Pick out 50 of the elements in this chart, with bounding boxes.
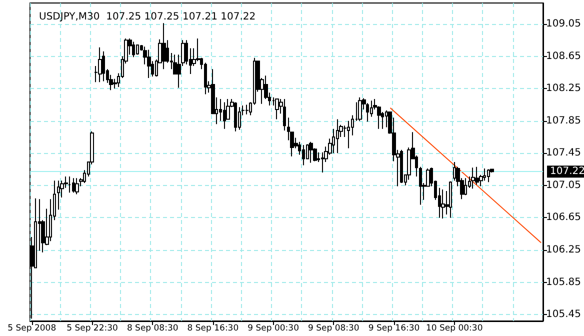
candlestick [245, 104, 249, 115]
candlestick [464, 178, 467, 196]
x-tick-label: 9 Sep 08:30 [308, 324, 360, 334]
x-tick-label: 9 Sep 16:30 [368, 324, 420, 334]
x-tick-label: 8 Sep 16:30 [187, 324, 239, 334]
candlestick [370, 100, 373, 118]
text: USDJPY,M30 107.25 107.25 107.21 107.22 [39, 12, 256, 22]
candlestick [336, 118, 339, 154]
y-tick-label: 107.45 [546, 148, 582, 159]
y-tick-label: 108.65 [546, 50, 582, 62]
ref-line-label: 107.22 [550, 166, 584, 178]
candlestick [132, 41, 135, 58]
candlestick [162, 22, 166, 70]
candlestick [302, 144, 305, 166]
candlestick [204, 62, 207, 95]
candlestick [223, 102, 226, 130]
y-tick-label: 108.25 [546, 83, 582, 94]
y-tick-label: 106.65 [546, 212, 582, 224]
candlestick [102, 50, 105, 82]
candlestick [136, 44, 139, 56]
candlestick [238, 106, 241, 130]
x-tick-label: 5 Sep 22:30 [66, 324, 118, 334]
x-tick-label: 10 Sep 00:30 [426, 324, 483, 334]
candlestick [57, 180, 60, 210]
candlestick [283, 98, 286, 132]
candlestick [419, 166, 422, 206]
x-tick-label: 8 Sep 08:30 [126, 324, 178, 334]
candlestick [400, 149, 403, 184]
candlestick [441, 188, 445, 219]
candlestick [471, 167, 475, 190]
y-tick-label: 105.45 [546, 309, 582, 320]
candlestick [98, 46, 102, 83]
candlestick [234, 102, 237, 132]
x-tick-label: 5 Sep 2008 [8, 324, 56, 334]
candlestick [75, 178, 79, 195]
y-tick-label: 106.25 [546, 244, 582, 256]
candlestick [358, 96, 362, 122]
candlestick [147, 49, 151, 79]
y-tick-label: 107.05 [546, 180, 582, 191]
candlestick [68, 176, 71, 194]
candlestick [475, 166, 479, 186]
candlestick [449, 180, 452, 218]
y-tick-label: 107.85 [546, 115, 582, 126]
candlestick [487, 168, 490, 183]
y-tick-label: 109.05 [546, 18, 582, 30]
candlestick [275, 98, 279, 120]
candlestick [309, 141, 313, 164]
x-tick-label: 9 Sep 00:30 [248, 324, 299, 334]
candlestick [72, 178, 75, 194]
y-tick-label: 105.85 [546, 276, 582, 288]
